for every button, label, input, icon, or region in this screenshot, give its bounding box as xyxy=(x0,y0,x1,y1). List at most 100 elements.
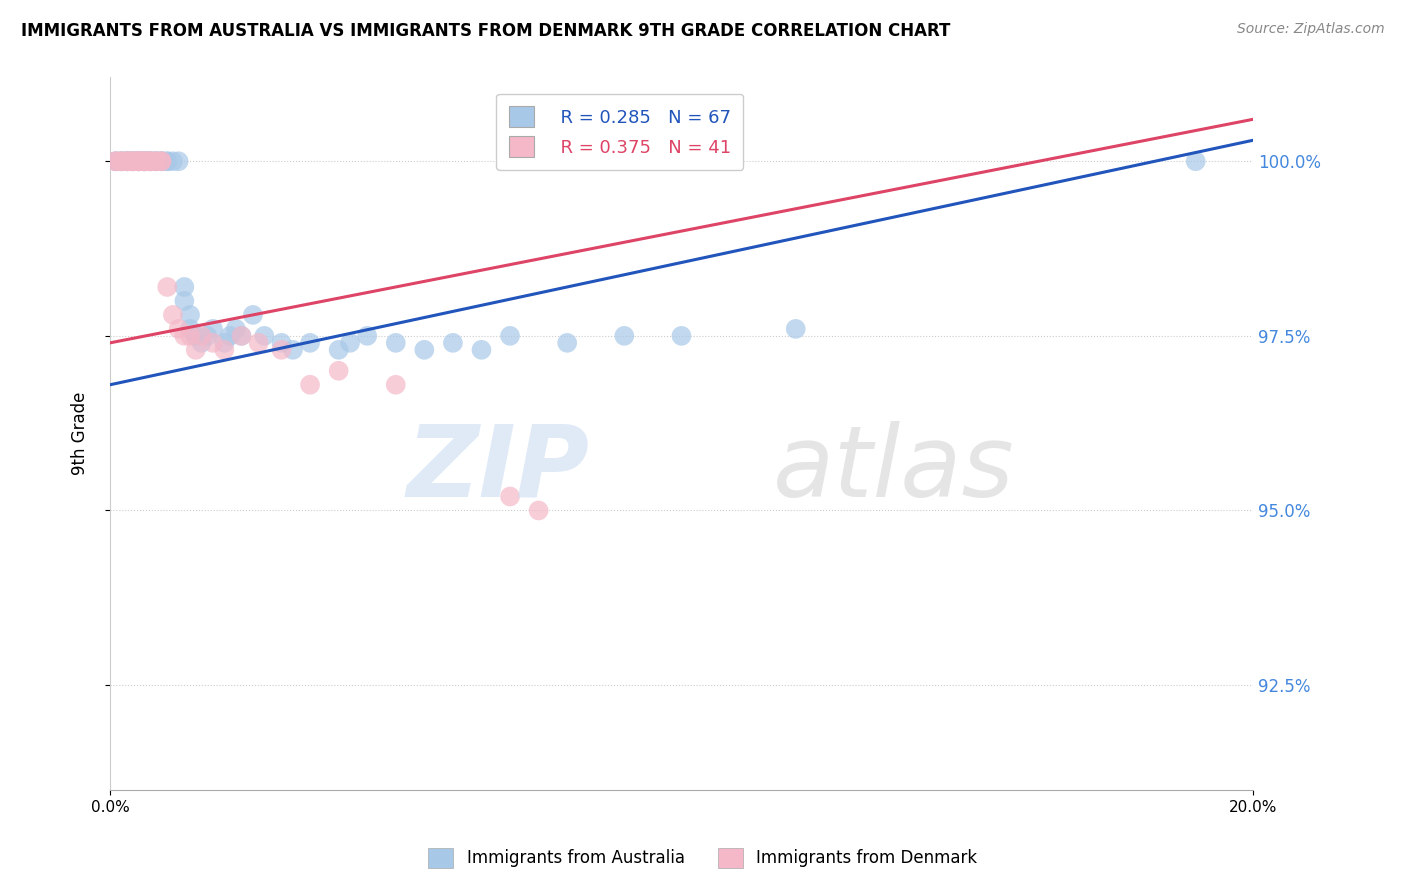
Point xyxy=(671,329,693,343)
Point xyxy=(128,154,150,169)
Point xyxy=(115,154,138,169)
Point xyxy=(219,329,242,343)
Point xyxy=(122,154,145,169)
Point xyxy=(299,335,322,350)
Point xyxy=(162,308,184,322)
Point xyxy=(173,280,195,294)
Y-axis label: 9th Grade: 9th Grade xyxy=(72,392,89,475)
Point xyxy=(184,329,207,343)
Legend: Immigrants from Australia, Immigrants from Denmark: Immigrants from Australia, Immigrants fr… xyxy=(422,841,984,875)
Point xyxy=(184,329,207,343)
Point xyxy=(150,154,173,169)
Point xyxy=(110,154,132,169)
Point xyxy=(384,377,406,392)
Point xyxy=(115,154,138,169)
Point xyxy=(104,154,127,169)
Point xyxy=(128,154,150,169)
Point xyxy=(785,322,807,336)
Point xyxy=(134,154,156,169)
Point xyxy=(270,335,292,350)
Point xyxy=(270,343,292,357)
Point xyxy=(134,154,156,169)
Point xyxy=(150,154,173,169)
Point xyxy=(139,154,162,169)
Point xyxy=(134,154,156,169)
Point xyxy=(413,343,436,357)
Point xyxy=(214,335,236,350)
Point xyxy=(128,154,150,169)
Point xyxy=(179,322,201,336)
Point xyxy=(253,329,276,343)
Point xyxy=(179,329,201,343)
Point xyxy=(145,154,167,169)
Point xyxy=(162,154,184,169)
Point xyxy=(139,154,162,169)
Point xyxy=(150,154,173,169)
Point xyxy=(150,154,173,169)
Point xyxy=(139,154,162,169)
Point xyxy=(328,343,350,357)
Point xyxy=(145,154,167,169)
Point xyxy=(499,329,522,343)
Point xyxy=(339,335,361,350)
Text: IMMIGRANTS FROM AUSTRALIA VS IMMIGRANTS FROM DENMARK 9TH GRADE CORRELATION CHART: IMMIGRANTS FROM AUSTRALIA VS IMMIGRANTS … xyxy=(21,22,950,40)
Point xyxy=(225,322,247,336)
Text: ZIP: ZIP xyxy=(406,421,591,517)
Point xyxy=(122,154,145,169)
Point xyxy=(115,154,138,169)
Point xyxy=(110,154,132,169)
Point xyxy=(115,154,138,169)
Point xyxy=(156,154,179,169)
Point xyxy=(156,280,179,294)
Point xyxy=(122,154,145,169)
Point xyxy=(384,335,406,350)
Text: Source: ZipAtlas.com: Source: ZipAtlas.com xyxy=(1237,22,1385,37)
Point xyxy=(184,343,207,357)
Point xyxy=(195,329,218,343)
Point xyxy=(555,335,578,350)
Text: atlas: atlas xyxy=(773,421,1015,517)
Point xyxy=(110,154,132,169)
Point xyxy=(156,154,179,169)
Point xyxy=(231,329,253,343)
Point xyxy=(128,154,150,169)
Point xyxy=(214,343,236,357)
Point xyxy=(201,335,224,350)
Point xyxy=(1184,154,1206,169)
Point xyxy=(242,308,264,322)
Point xyxy=(145,154,167,169)
Point xyxy=(299,377,322,392)
Point xyxy=(104,154,127,169)
Point xyxy=(281,343,304,357)
Point xyxy=(122,154,145,169)
Point xyxy=(104,154,127,169)
Point xyxy=(231,329,253,343)
Point xyxy=(613,329,636,343)
Point xyxy=(115,154,138,169)
Point xyxy=(145,154,167,169)
Point xyxy=(134,154,156,169)
Legend:   R = 0.285   N = 67,   R = 0.375   N = 41: R = 0.285 N = 67, R = 0.375 N = 41 xyxy=(496,94,744,169)
Point xyxy=(122,154,145,169)
Point xyxy=(167,154,190,169)
Point xyxy=(179,308,201,322)
Point xyxy=(167,322,190,336)
Point xyxy=(110,154,132,169)
Point xyxy=(139,154,162,169)
Point xyxy=(128,154,150,169)
Point xyxy=(247,335,270,350)
Point xyxy=(139,154,162,169)
Point xyxy=(110,154,132,169)
Point xyxy=(145,154,167,169)
Point xyxy=(499,490,522,504)
Point xyxy=(134,154,156,169)
Point xyxy=(134,154,156,169)
Point xyxy=(173,329,195,343)
Point xyxy=(441,335,464,350)
Point xyxy=(150,154,173,169)
Point xyxy=(104,154,127,169)
Point xyxy=(128,154,150,169)
Point xyxy=(527,503,550,517)
Point xyxy=(139,154,162,169)
Point xyxy=(173,293,195,308)
